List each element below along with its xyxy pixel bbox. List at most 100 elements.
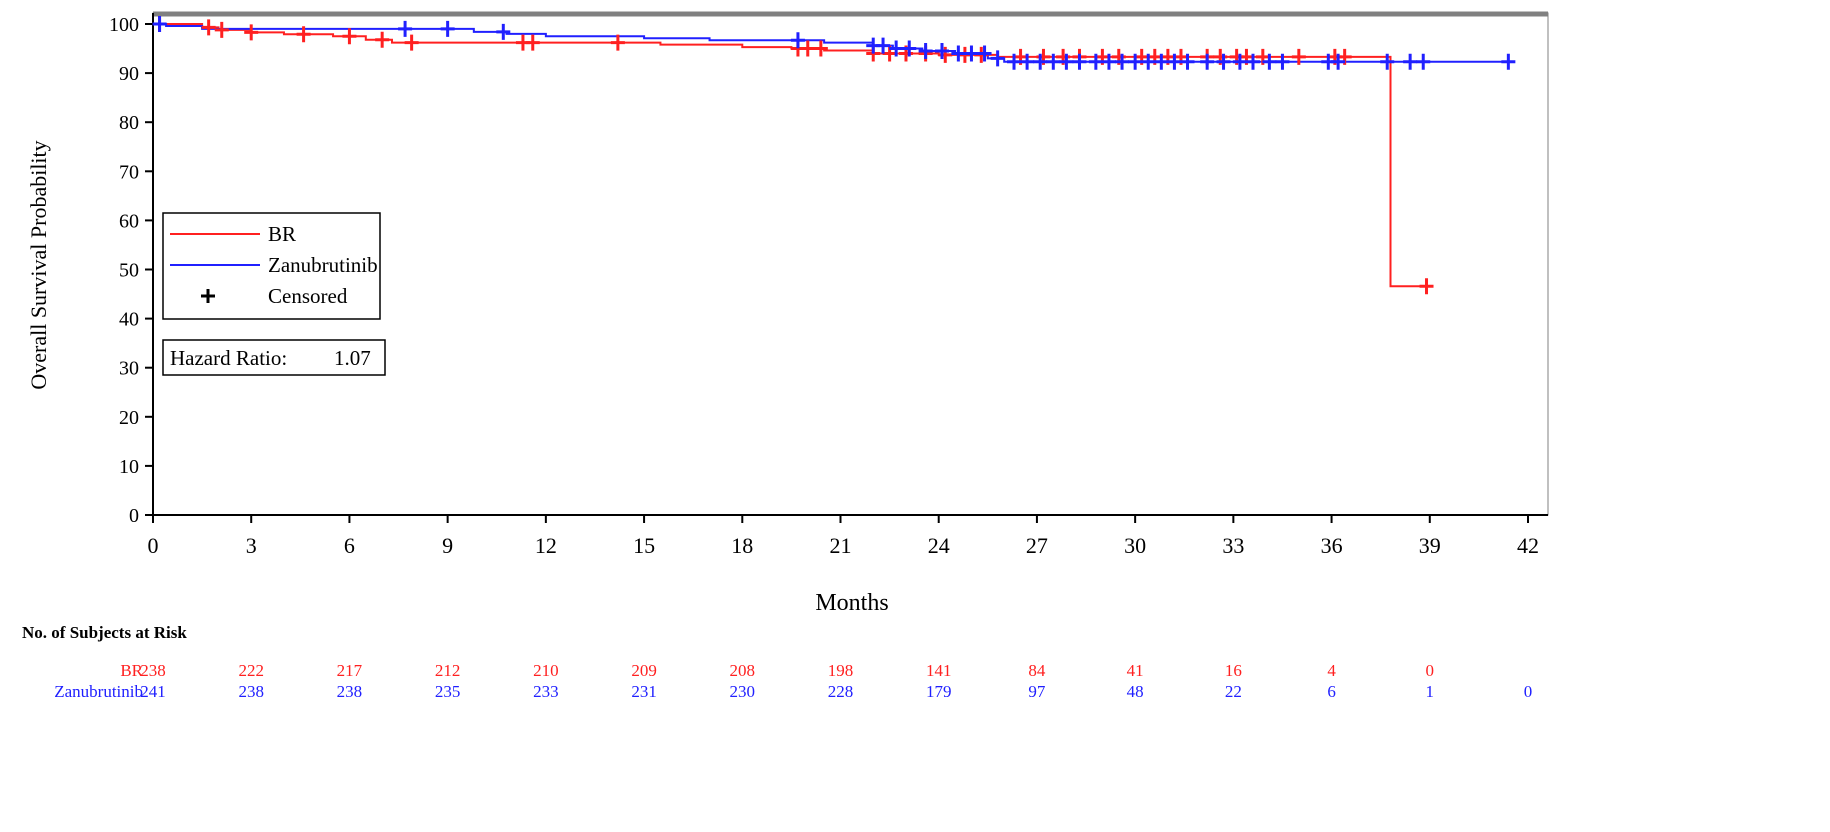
censor-mark bbox=[404, 34, 419, 51]
x-axis-label: Months bbox=[815, 590, 888, 616]
risk-count: 212 bbox=[435, 661, 461, 680]
risk-count: 0 bbox=[1426, 661, 1435, 680]
x-tick-label: 3 bbox=[246, 533, 257, 558]
censor-mark bbox=[951, 45, 966, 62]
hazard-ratio-label: Hazard Ratio: bbox=[170, 346, 287, 370]
censor-mark bbox=[1403, 53, 1418, 70]
risk-count: 238 bbox=[140, 661, 166, 680]
risk-count: 233 bbox=[533, 682, 559, 701]
censor-mark bbox=[1088, 53, 1103, 70]
x-tick-label: 30 bbox=[1124, 533, 1146, 558]
legend: BR Zanubrutinib Censored bbox=[162, 212, 381, 320]
y-tick-label: 70 bbox=[119, 161, 139, 183]
x-tick-label: 12 bbox=[535, 533, 557, 558]
risk-count: 84 bbox=[1028, 661, 1046, 680]
y-tick-label: 80 bbox=[119, 112, 139, 134]
censor-mark bbox=[1216, 53, 1231, 70]
censor-mark bbox=[1154, 53, 1169, 70]
censor-mark bbox=[1033, 53, 1048, 70]
risk-count: 198 bbox=[828, 661, 854, 680]
censor-mark bbox=[977, 45, 992, 62]
y-tick-label: 40 bbox=[119, 309, 139, 331]
risk-count: 231 bbox=[631, 682, 657, 701]
risk-count: 141 bbox=[926, 661, 952, 680]
hazard-ratio-value: 1.07 bbox=[334, 346, 371, 370]
risk-row-label-zanubrutinib: Zanubrutinib bbox=[54, 682, 143, 701]
censor-mark bbox=[152, 16, 167, 32]
x-tick-label: 42 bbox=[1517, 533, 1539, 558]
censor-mark bbox=[1059, 53, 1074, 70]
y-tick-label: 30 bbox=[119, 358, 139, 380]
censor-mark bbox=[201, 19, 216, 36]
risk-count: 0 bbox=[1524, 682, 1533, 701]
censor-mark bbox=[813, 40, 828, 57]
censor-mark bbox=[1141, 53, 1156, 70]
risk-count: 41 bbox=[1127, 661, 1144, 680]
censor-mark bbox=[790, 32, 805, 49]
y-axis-label: Overall Survival Probability bbox=[26, 140, 51, 389]
y-tick-label: 60 bbox=[119, 210, 139, 232]
x-tick-label: 18 bbox=[731, 533, 753, 558]
censor-mark bbox=[1101, 53, 1116, 70]
risk-count: 238 bbox=[238, 682, 264, 701]
risk-count: 6 bbox=[1327, 682, 1336, 701]
hazard-ratio-box: Hazard Ratio: 1.07 bbox=[162, 339, 386, 376]
censor-mark bbox=[496, 23, 511, 40]
censor-mark bbox=[375, 31, 390, 48]
x-tick-label: 0 bbox=[148, 533, 159, 558]
censor-mark bbox=[440, 20, 455, 37]
censor-mark bbox=[1380, 53, 1395, 70]
x-tick-label: 33 bbox=[1222, 533, 1244, 558]
censor-mark bbox=[876, 37, 891, 54]
legend-br-label: BR bbox=[268, 222, 296, 246]
censor-mark bbox=[934, 43, 949, 60]
y-tick-label: 10 bbox=[119, 456, 139, 478]
x-tick-label: 21 bbox=[830, 533, 852, 558]
censor-mark bbox=[1416, 53, 1431, 70]
x-tick-label: 24 bbox=[928, 533, 950, 558]
censor-mark bbox=[1115, 53, 1130, 70]
censor-mark bbox=[1246, 53, 1260, 70]
x-tick-label: 39 bbox=[1419, 533, 1441, 558]
censor-mark bbox=[889, 40, 904, 57]
censor-mark bbox=[1007, 53, 1022, 70]
risk-count: 222 bbox=[238, 661, 264, 680]
risk-count: 22 bbox=[1225, 682, 1242, 701]
y-tick-label: 50 bbox=[119, 260, 139, 282]
risk-count: 241 bbox=[140, 682, 166, 701]
y-tick-label: 90 bbox=[119, 63, 139, 85]
censor-mark bbox=[525, 34, 540, 51]
censor-mark bbox=[1262, 53, 1277, 70]
risk-count: 208 bbox=[730, 661, 756, 680]
x-tick-label: 9 bbox=[442, 533, 453, 558]
censor-mark bbox=[902, 40, 917, 57]
censor-mark bbox=[244, 24, 259, 41]
censor-mark bbox=[610, 34, 625, 51]
risk-count: 1 bbox=[1426, 682, 1435, 701]
risk-count: 235 bbox=[435, 682, 461, 701]
censor-mark bbox=[1200, 53, 1215, 70]
censored-plus-icon bbox=[201, 289, 215, 303]
censor-mark bbox=[1501, 53, 1516, 70]
censor-mark bbox=[1275, 53, 1290, 70]
censor-mark bbox=[398, 20, 413, 37]
censor-mark bbox=[964, 45, 979, 62]
censor-mark bbox=[1020, 53, 1035, 70]
risk-count: 217 bbox=[337, 661, 363, 680]
censor-mark bbox=[1419, 278, 1434, 295]
censor-mark bbox=[342, 28, 357, 45]
risk-count: 230 bbox=[730, 682, 756, 701]
censor-mark bbox=[800, 40, 815, 57]
risk-row-label-br: BR bbox=[120, 661, 143, 680]
x-tick-label: 6 bbox=[344, 533, 355, 558]
risk-count: 4 bbox=[1327, 661, 1336, 680]
censor-mark bbox=[1167, 53, 1182, 70]
y-tick-label: 100 bbox=[109, 14, 139, 36]
risk-count: 228 bbox=[828, 682, 854, 701]
y-tick-label: 20 bbox=[119, 407, 139, 429]
censor-mark bbox=[296, 26, 311, 43]
x-tick-label: 36 bbox=[1321, 533, 1343, 558]
censor-mark bbox=[1180, 53, 1195, 70]
censor-mark bbox=[938, 46, 953, 63]
